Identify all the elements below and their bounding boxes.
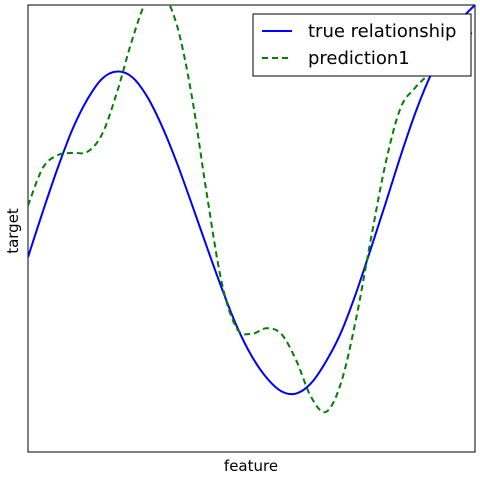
- legend-label-true-relationship: true relationship: [308, 21, 456, 42]
- x-axis-label: feature: [224, 457, 278, 475]
- legend: true relationship prediction1: [252, 13, 472, 77]
- series-layer: [28, 5, 475, 414]
- series-line-true-relationship: [28, 5, 475, 396]
- legend-box: [252, 13, 472, 77]
- legend-label-prediction1: prediction1: [308, 48, 410, 69]
- y-axis-label: target: [4, 208, 22, 254]
- series-line-prediction1: [28, 5, 475, 414]
